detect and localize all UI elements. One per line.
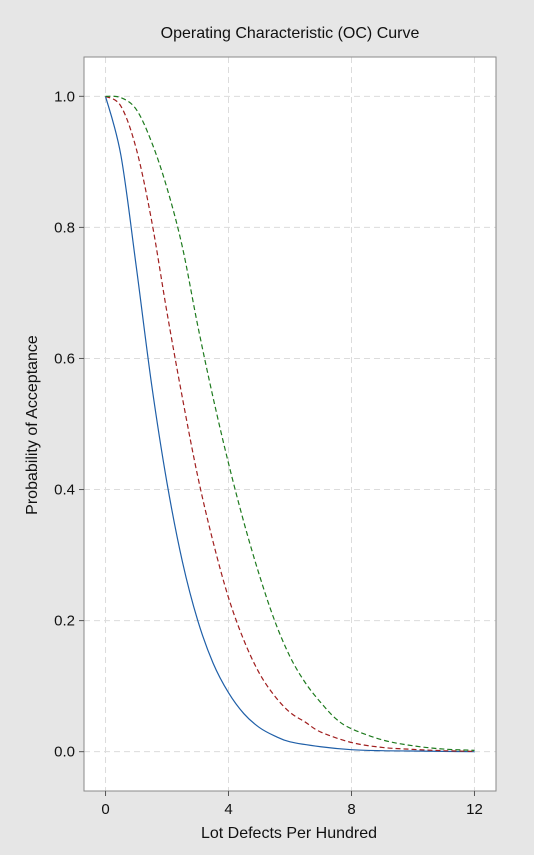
x-tick-label: 0 (101, 801, 109, 818)
x-axis: 0 4 8 12 (101, 791, 483, 818)
chart-title: Operating Characteristic (OC) Curve (161, 25, 420, 42)
series-line-2 (105, 95, 475, 752)
x-tick-label: 4 (224, 801, 232, 818)
plot-frame (83, 56, 497, 792)
y-tick-label: 0.4 (54, 482, 75, 499)
x-tick-label: 8 (347, 801, 355, 818)
x-axis-label: Lot Defects Per Hundred (201, 825, 377, 842)
series-lines (104, 95, 475, 753)
y-tick-label: 0.8 (54, 219, 75, 236)
y-tick-label: 0.0 (54, 744, 75, 761)
y-tick-label: 0.2 (54, 613, 75, 630)
y-tick-label: 1.0 (54, 88, 75, 105)
y-axis-label: Probability of Acceptance (24, 335, 41, 515)
series-line-3 (105, 95, 475, 751)
plot-area (84, 57, 496, 791)
y-axis: 0.0 0.2 0.4 0.6 0.8 1.0 (54, 88, 84, 761)
x-tick-label: 12 (466, 801, 483, 818)
y-tick-label: 0.6 (54, 350, 75, 367)
series-line-1 (104, 96, 475, 753)
